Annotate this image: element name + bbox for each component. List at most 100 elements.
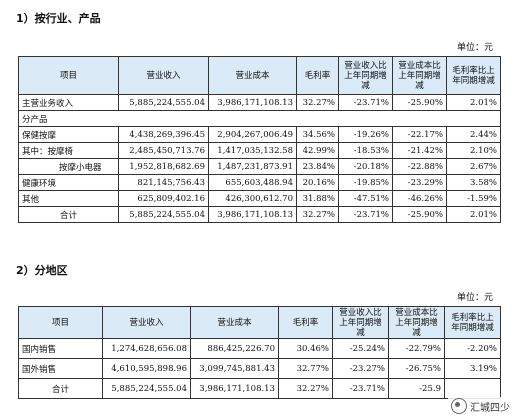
cell-margin-change: 3.58% <box>446 174 501 191</box>
table-region: 项目 营业收入 营业成本 毛利率 营业收入比上年同期增减 营业成本比上年同期增减… <box>18 306 501 399</box>
cell-revenue-change: -23.71% <box>332 378 389 399</box>
header-margin-change: 毛利率比上年同期增减 <box>444 306 501 339</box>
cell-margin-change: -1.59% <box>446 190 501 207</box>
cell-gross-margin: 32.27% <box>296 94 339 111</box>
table-row: 按摩小电器 1,952,818,682.69 1,487,231,873.91 … <box>18 158 501 175</box>
cell-cost: 426,300,612.70 <box>208 190 297 207</box>
cell-margin-change: 2.44% <box>446 126 501 143</box>
header-cost-change: 营业成本比上年同期增减 <box>392 56 447 95</box>
cell-cost: 3,099,745,881.43 <box>190 358 279 379</box>
cell-cost-change: -22.79% <box>388 338 445 359</box>
cell-gross-margin: 32.27% <box>296 206 339 223</box>
cell-revenue-change: -20.18% <box>338 158 393 175</box>
table-row: 国内销售 1,274,628,656.08 886,425,226.70 30.… <box>18 338 501 359</box>
cell-margin-change: 2.01% <box>446 94 501 111</box>
row-name: 健康环境 <box>18 174 119 191</box>
cell-cost: 886,425,226.70 <box>190 338 279 359</box>
row-name: 国外销售 <box>18 358 103 379</box>
watermark: 汇城四少 <box>448 397 513 415</box>
header-item: 项目 <box>18 56 119 95</box>
row-name: 主营业务收入 <box>18 94 119 111</box>
cell-revenue: 821,145,756.43 <box>118 174 209 191</box>
cell-cost-change: -22.88% <box>392 158 447 175</box>
cell-revenue: 2,485,450,713.76 <box>118 142 209 159</box>
cell-revenue-change: -23.27% <box>332 358 389 379</box>
cell-revenue: 1,952,818,682.69 <box>118 158 209 175</box>
cell-gross-margin: 31.88% <box>296 190 339 207</box>
cell-gross-margin: 34.56% <box>296 126 339 143</box>
cell-margin-change: 2.10% <box>446 142 501 159</box>
cell-revenue-change: -47.51% <box>338 190 393 207</box>
table-row-total: 合计 5,885,224,555.04 3,986,171,108.13 32.… <box>18 378 501 399</box>
cell-margin-change: 2.01% <box>446 206 501 223</box>
cell-cost-change: -22.17% <box>392 126 447 143</box>
cell-cost-change: -25.90% <box>392 94 447 111</box>
header-revenue-change: 营业收入比上年同期增减 <box>338 56 393 95</box>
cell-cost: 2,904,267,006.49 <box>208 126 297 143</box>
cell-margin-change: 2.67% <box>446 158 501 175</box>
unit-label-industry: 单位：元 <box>456 43 493 53</box>
row-name: 其他 <box>18 190 119 207</box>
cell-gross-margin: 20.16% <box>296 174 339 191</box>
header-revenue: 营业收入 <box>102 306 191 339</box>
cell-cost: 1,487,231,873.91 <box>208 158 297 175</box>
cell-revenue: 625,809,402.16 <box>118 190 209 207</box>
row-name: 保健按摩 <box>18 126 119 143</box>
cell-revenue-change: -23.71% <box>338 94 393 111</box>
header-item: 项目 <box>18 306 103 339</box>
table-row: 其他 625,809,402.16 426,300,612.70 31.88% … <box>18 190 501 207</box>
cell-revenue: 5,885,224,555.04 <box>118 206 209 223</box>
row-name: 国内销售 <box>18 338 103 359</box>
cell-cost-change: -21.42% <box>392 142 447 159</box>
cell-cost: 3,986,171,108.13 <box>208 94 297 111</box>
cell-cost: 3,986,171,108.13 <box>190 378 279 399</box>
header-gross-margin: 毛利率 <box>278 306 333 339</box>
header-revenue-change: 营业收入比上年同期增减 <box>332 306 389 339</box>
header-gross-margin: 毛利率 <box>296 56 339 95</box>
header-cost: 营业成本 <box>208 56 297 95</box>
table-row-total: 合计 5,885,224,555.04 3,986,171,108.13 32.… <box>18 206 501 223</box>
cell-revenue: 5,885,224,555.04 <box>102 378 191 399</box>
table-row: 主营业务收入 5,885,224,555.04 3,986,171,108.13… <box>18 94 501 111</box>
table-industry-product: 项目 营业收入 营业成本 毛利率 营业收入比上年同期增减 营业成本比上年同期增减… <box>18 56 501 223</box>
cell-cost-change: -25.90% <box>392 206 447 223</box>
section-title-industry: 1）按行业、产品 <box>16 12 101 25</box>
cell-gross-margin: 30.46% <box>278 338 333 359</box>
cell-gross-margin: 32.77% <box>278 358 333 379</box>
cell-margin-change: 3.19% <box>444 358 501 379</box>
cell-margin-change: -2.20% <box>444 338 501 359</box>
header-revenue: 营业收入 <box>118 56 209 95</box>
cell-revenue: 4,610,595,898.96 <box>102 358 191 379</box>
cell-cost: 3,986,171,108.13 <box>208 206 297 223</box>
table-row: 国外销售 4,610,595,898.96 3,099,745,881.43 3… <box>18 358 501 379</box>
cell-cost: 1,417,035,132.58 <box>208 142 297 159</box>
wechat-icon <box>451 398 467 414</box>
row-name: 分产品 <box>18 110 501 127</box>
cell-cost: 655,603,488.94 <box>208 174 297 191</box>
row-name: 合计 <box>18 378 103 399</box>
cell-revenue-change: -18.53% <box>338 142 393 159</box>
unit-label-region: 单位：元 <box>456 293 493 303</box>
cell-revenue: 4,438,269,396.45 <box>118 126 209 143</box>
table-row: 保健按摩 4,438,269,396.45 2,904,267,006.49 3… <box>18 126 501 143</box>
cell-revenue-change: -25.24% <box>332 338 389 359</box>
header-cost-change: 营业成本比上年同期增减 <box>388 306 445 339</box>
cell-gross-margin: 42.99% <box>296 142 339 159</box>
cell-gross-margin: 23.84% <box>296 158 339 175</box>
watermark-text: 汇城四少 <box>470 402 510 414</box>
cell-revenue: 5,885,224,555.04 <box>118 94 209 111</box>
cell-cost-change: -23.29% <box>392 174 447 191</box>
row-name: 按摩小电器 <box>18 158 119 175</box>
row-name: 合计 <box>18 206 119 223</box>
cell-cost-change: -25.9 <box>388 378 445 399</box>
header-cost: 营业成本 <box>190 306 279 339</box>
section-title-region: 2）分地区 <box>16 264 68 277</box>
cell-cost-change: -26.75% <box>388 358 445 379</box>
cell-gross-margin: 32.27% <box>278 378 333 399</box>
cell-revenue-change: -23.71% <box>338 206 393 223</box>
table-row: 分产品 <box>18 110 501 127</box>
row-name: 其中：按摩椅 <box>18 142 119 159</box>
table-row: 其中：按摩椅 2,485,450,713.76 1,417,035,132.58… <box>18 142 501 159</box>
cell-cost-change: -46.26% <box>392 190 447 207</box>
cell-revenue-change: -19.26% <box>338 126 393 143</box>
